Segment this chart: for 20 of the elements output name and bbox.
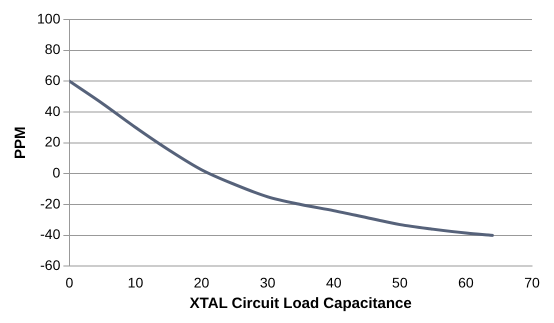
x-tick-label: 70 (524, 274, 540, 290)
y-tick-label: -20 (40, 195, 61, 212)
y-tick-label: -40 (40, 226, 61, 242)
x-tick-label: 0 (65, 274, 74, 290)
x-tick-label: 20 (194, 274, 210, 290)
y-axis-title: PPM (12, 126, 30, 160)
y-tick-label: 100 (37, 10, 61, 26)
y-tick-label: 40 (44, 102, 61, 119)
x-tick-label: 40 (326, 274, 342, 290)
x-tick-label: 30 (260, 274, 276, 290)
x-axis-title: XTAL Circuit Load Capacitance (190, 295, 412, 312)
y-tick-label: 60 (44, 72, 61, 88)
line-series (69, 80, 494, 237)
y-tick-label: 20 (44, 134, 61, 150)
x-tick-label: 10 (128, 274, 144, 290)
y-tick-label: 80 (44, 41, 61, 58)
y-tick-label: -60 (40, 257, 61, 274)
x-tick-label: 50 (392, 274, 408, 290)
x-tick-label: 60 (458, 274, 474, 290)
y-tick-label: 0 (52, 164, 61, 181)
